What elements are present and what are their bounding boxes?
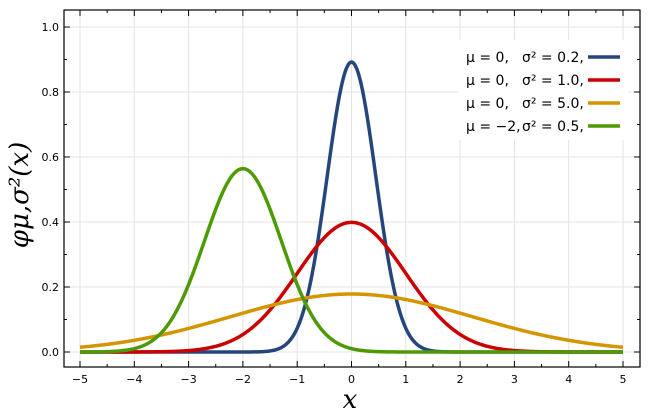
- x-tick-label: −3: [180, 373, 196, 386]
- y-tick-label: 0.2: [42, 281, 60, 294]
- series-line-4: [79, 166, 624, 354]
- legend-mu-label: μ = 0,: [466, 50, 509, 66]
- x-tick-label: 3: [511, 373, 518, 386]
- x-tick-label: 0: [348, 373, 355, 386]
- legend-mu-label: μ = 0,: [466, 73, 509, 89]
- legend-variance-label: σ² = 0.5,: [522, 119, 584, 135]
- x-tick-label: −2: [235, 373, 251, 386]
- x-axis-label: x: [343, 385, 358, 415]
- legend-mu-label: μ = −2,: [466, 119, 521, 135]
- x-tick-label: 2: [457, 373, 464, 386]
- series-curves: [79, 60, 624, 354]
- legend: μ = 0, σ² = 0.2, μ = 0, σ² = 1.0, μ = 0, σ² =…: [458, 40, 628, 140]
- x-tick-label: −1: [289, 373, 305, 386]
- axis-ticks: −5 −4 −3 −2 −1 0 1 2 3 4 5 0.0 0.2 0.4 0.6 0.8 1.0: [42, 10, 640, 386]
- x-tick-label: 4: [565, 373, 572, 386]
- legend-variance-label: σ² = 5.0,: [522, 96, 584, 112]
- x-tick-label: 5: [620, 373, 627, 386]
- series-line-3: [79, 292, 624, 349]
- y-tick-label: 0.4: [42, 216, 60, 229]
- y-tick-label: 1.0: [42, 21, 60, 34]
- y-tick-label: 0.8: [42, 86, 60, 99]
- y-tick-label: 0.6: [42, 151, 60, 164]
- legend-variance-label: σ² = 0.2,: [522, 50, 584, 66]
- y-axis-label: φμ,σ²(x): [5, 142, 35, 249]
- x-tick-label: 1: [402, 373, 409, 386]
- x-tick-label: −5: [72, 373, 88, 386]
- x-tick-label: −4: [126, 373, 142, 386]
- y-tick-label: 0.0: [42, 346, 60, 359]
- legend-mu-label: μ = 0,: [466, 96, 509, 112]
- legend-variance-label: σ² = 1.0,: [522, 73, 584, 89]
